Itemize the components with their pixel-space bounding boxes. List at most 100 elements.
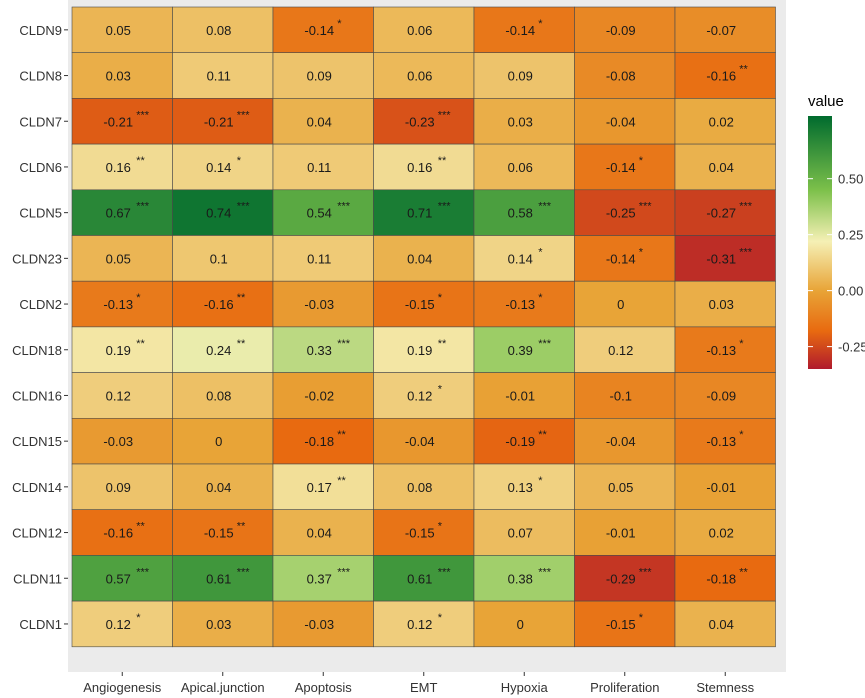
cell-value-label: 0.05 <box>608 480 633 495</box>
heatmap-cell <box>373 326 475 373</box>
cell-value-label: -0.04 <box>405 434 435 449</box>
cell-value-label: 0 <box>517 617 524 632</box>
heatmap-cell <box>574 235 676 282</box>
cell-value-label: -0.15 <box>405 526 435 541</box>
cell-value-label: -0.14 <box>606 160 636 175</box>
cell-value-label: 0.74 <box>206 206 231 221</box>
cell-value-label: 0.12 <box>106 388 131 403</box>
significance-marker: *** <box>639 566 653 578</box>
cell-value-label: -0.15 <box>405 297 435 312</box>
cell-value-label: 0.05 <box>106 251 131 266</box>
cell-value-label: 0.08 <box>407 480 432 495</box>
significance-marker: ** <box>538 429 547 441</box>
x-tick-label: Proliferation <box>590 680 659 695</box>
color-legend: value 0.50 0.25 0.00 -0.25 <box>808 93 865 369</box>
cell-value-label: 0.08 <box>206 23 231 38</box>
cell-value-label: -0.03 <box>304 617 334 632</box>
y-tick-label: CLDN1 <box>19 617 62 632</box>
heatmap-cell <box>373 417 475 465</box>
y-tick-label: CLDN11 <box>13 571 62 586</box>
cell-value-label: -0.04 <box>606 434 636 449</box>
heatmap-cell <box>272 509 374 556</box>
cell-value-label: 0.12 <box>407 617 432 632</box>
cell-value-label: -0.21 <box>204 114 234 129</box>
significance-marker: *** <box>136 201 150 213</box>
heatmap-cell <box>574 417 676 465</box>
cell-value-label: -0.14 <box>606 251 636 266</box>
heatmap-cell <box>473 463 575 511</box>
x-tick-label: EMT <box>410 680 438 695</box>
heatmap-cell <box>574 326 676 373</box>
heatmap-cell <box>473 326 575 373</box>
cell-value-label: 0.04 <box>206 480 231 495</box>
cell-value-label: -0.13 <box>103 297 133 312</box>
x-axis-labels: Angiogenesis Apical.junction Apoptosis EMT H… <box>83 672 755 695</box>
y-tick-label: CLDN6 <box>19 160 62 175</box>
heatmap-cell <box>172 143 274 191</box>
cell-value-label: 0.19 <box>407 343 432 358</box>
significance-marker: * <box>538 246 543 258</box>
cell-value-label: 0.09 <box>307 69 332 84</box>
cell-value-label: 0.03 <box>106 69 131 84</box>
cell-value-label: 0.39 <box>508 343 533 358</box>
significance-marker: ** <box>237 338 246 350</box>
significance-marker: * <box>639 246 644 258</box>
cell-value-label: 0.03 <box>709 297 734 312</box>
heatmap-cell <box>172 417 274 465</box>
heatmap-cell <box>172 326 274 373</box>
y-tick-label: CLDN5 <box>19 206 62 221</box>
significance-marker: * <box>136 292 141 304</box>
heatmap-cell <box>373 235 475 282</box>
heatmap-cell <box>71 280 173 328</box>
heatmap-cell <box>473 98 575 145</box>
heatmap-cell <box>574 600 676 648</box>
cell-value-label: -0.13 <box>706 434 736 449</box>
cell-value-label: -0.09 <box>606 23 636 38</box>
heatmap-cell <box>674 417 776 465</box>
heatmap-cell <box>473 600 575 648</box>
heatmap-cell <box>674 326 776 373</box>
cell-value-label: -0.03 <box>304 297 334 312</box>
heatmap-cell <box>71 463 173 511</box>
cell-value-label: 0.04 <box>307 114 332 129</box>
y-axis-labels: CLDN9 CLDN8 CLDN7 CLDN6 CLDN5 CLDN23 CLDN2 CLDN… <box>12 23 68 632</box>
cell-value-label: 0.04 <box>307 526 332 541</box>
heatmap-cell <box>172 600 274 648</box>
legend-tick-label: 0.50 <box>838 172 863 187</box>
cell-value-label: -0.07 <box>706 23 736 38</box>
heatmap-cell <box>272 555 374 602</box>
heatmap-cell <box>674 189 776 236</box>
heatmap-cell <box>674 235 776 282</box>
significance-marker: *** <box>538 566 552 578</box>
legend-title: value <box>808 93 844 110</box>
significance-marker: *** <box>337 201 351 213</box>
significance-marker: * <box>136 612 141 624</box>
significance-marker: *** <box>237 566 251 578</box>
cell-value-label: 0.08 <box>206 388 231 403</box>
significance-marker: * <box>538 292 543 304</box>
cell-value-label: -0.21 <box>103 114 133 129</box>
cell-value-label: 0.11 <box>207 69 231 84</box>
significance-marker: * <box>337 18 342 30</box>
heatmap-cell <box>272 280 374 328</box>
significance-marker: *** <box>136 109 150 121</box>
significance-marker: *** <box>639 201 653 213</box>
x-tick-label: Hypoxia <box>501 680 549 695</box>
heatmap-cell <box>71 143 173 191</box>
cell-value-label: 0.54 <box>307 206 332 221</box>
legend-tick-label: -0.25 <box>838 340 865 355</box>
legend-colorbar <box>808 116 832 369</box>
heatmap-cell <box>71 600 173 648</box>
heatmap-cell <box>172 280 274 328</box>
heatmap-cell <box>373 372 475 419</box>
cell-value-label: 0.06 <box>508 160 533 175</box>
legend-ticks: 0.50 0.25 0.00 -0.25 <box>808 172 865 355</box>
cell-value-label: 0.16 <box>106 160 131 175</box>
cell-value-label: -0.08 <box>606 69 636 84</box>
heatmap-cell <box>71 235 173 282</box>
heatmap-cell <box>574 509 676 556</box>
heatmap-cell <box>473 555 575 602</box>
heatmap-cell <box>71 98 173 145</box>
heatmap-cell <box>674 600 776 648</box>
x-tick-label: Apical.junction <box>181 680 265 695</box>
